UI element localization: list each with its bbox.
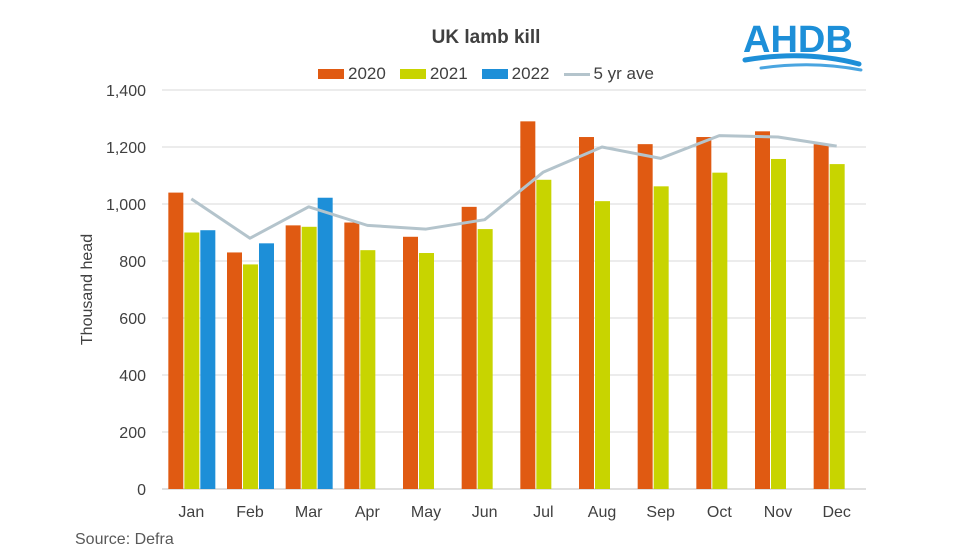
bar-2022-jan (200, 230, 216, 489)
bar-2020-apr (344, 222, 360, 489)
bar-2020-aug (579, 137, 594, 489)
x-tick-label: Feb (236, 504, 264, 521)
y-tick-label: 1,400 (106, 83, 146, 100)
x-tick-label: Dec (822, 504, 850, 521)
legend-label-5yr-ave: 5 yr ave (593, 64, 654, 83)
y-tick-label: 800 (119, 254, 146, 271)
bar-2021-sep (653, 186, 669, 489)
ahdb-logo: AHDB (741, 14, 871, 74)
x-tick-label: Jul (533, 504, 553, 521)
x-tick-label: Aug (588, 504, 616, 521)
x-tick-label: Mar (295, 504, 323, 521)
bar-2020-may (403, 236, 418, 489)
bar-2020-jan (168, 192, 184, 489)
legend-label-2021: 2021 (429, 64, 468, 83)
bar-2022-feb (259, 243, 274, 489)
bar-2021-oct (712, 172, 728, 489)
legend-swatch-2020 (318, 69, 345, 79)
x-tick-label: Jan (178, 504, 204, 521)
bar-2021-jul (536, 179, 552, 489)
bar-2021-dec (829, 164, 845, 489)
x-tick-label: Oct (707, 504, 732, 521)
x-tick-label: Nov (764, 504, 792, 521)
bar-2021-apr (360, 250, 376, 489)
x-tick-label: May (411, 504, 441, 521)
ahdb-logo-graphic: AHDB (742, 19, 863, 72)
y-tick-label: 400 (119, 368, 146, 385)
x-tick-label: Apr (355, 504, 381, 521)
legend-item-2021: 2021 (399, 64, 468, 84)
y-tick-label: 1,000 (106, 197, 146, 214)
bar-2021-nov (771, 158, 786, 489)
bar-2020-sep (637, 144, 653, 489)
line-5-yr-ave (190, 134, 837, 240)
legend-swatch-2022 (481, 69, 508, 79)
bar-2021-mar (301, 226, 317, 490)
bar-2021-feb (243, 264, 258, 489)
legend-label-2020: 2020 (348, 64, 386, 83)
bar-2020-jun (461, 206, 477, 489)
y-axis-label: Thousand head (79, 234, 96, 345)
legend-swatch-2021 (399, 69, 426, 79)
bar-2021-jun (477, 229, 493, 489)
x-tick-label: Jun (472, 504, 498, 521)
legend-item-5yr-ave: 5 yr ave (563, 64, 654, 84)
bar-2021-may (419, 253, 434, 489)
bar-2022-mar (317, 197, 333, 490)
y-tick-label: 1,200 (106, 140, 146, 157)
x-tick-label: Sep (646, 504, 675, 521)
bar-2020-mar (285, 225, 301, 489)
bar-2020-dec (813, 144, 829, 489)
y-tick-label: 600 (119, 311, 146, 328)
y-tick-label: 0 (137, 482, 146, 499)
bar-2020-feb (227, 252, 242, 489)
legend-swatch-5yr-ave (563, 72, 590, 76)
legend-label-2022: 2022 (511, 64, 550, 83)
legend-item-2020: 2020 (318, 64, 386, 84)
bar-2020-oct (696, 137, 712, 489)
source-note: Source: Defra (75, 531, 174, 548)
bar-2020-jul (520, 121, 536, 489)
legend-item-2022: 2022 (481, 64, 550, 84)
bar-2020-nov (755, 131, 770, 489)
chart-title: UK lamb kill (431, 27, 541, 48)
chart-legend: 2020 2021 2022 5 yr ave (0, 64, 972, 84)
y-tick-label: 200 (119, 425, 146, 442)
bar-2021-jan (184, 232, 200, 489)
bar-2021-aug (595, 201, 610, 489)
